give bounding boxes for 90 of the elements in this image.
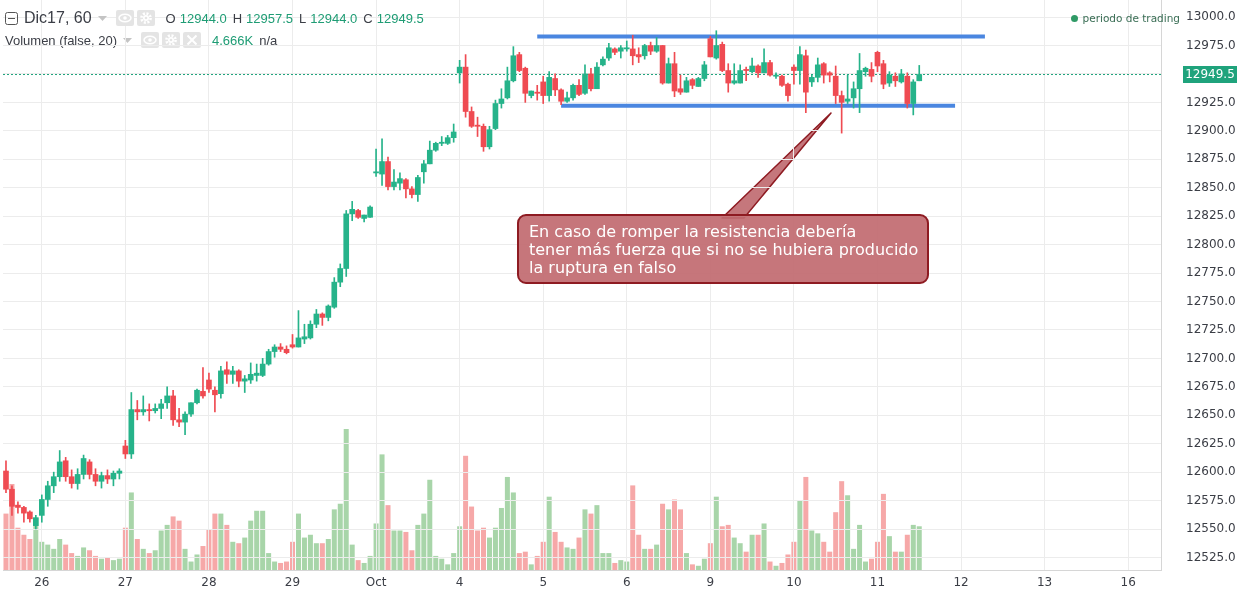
- bar: [236, 543, 242, 570]
- chart-title: Volumen (false, 20): [5, 32, 118, 48]
- bar: [713, 496, 719, 570]
- bar: [224, 524, 230, 570]
- bar: [98, 558, 104, 570]
- y-tick-label: 12775.0: [1186, 265, 1236, 280]
- y-tick-label: 12925.0: [1186, 94, 1236, 109]
- y-tick-label: 12825.0: [1186, 208, 1236, 223]
- x-tick-label: 16: [1120, 575, 1136, 590]
- x-tick-label: 11: [869, 575, 886, 590]
- bar: [528, 564, 534, 570]
- bar: [134, 538, 140, 570]
- candlestick: [349, 201, 356, 222]
- annotation: periodo de trading: [1082, 12, 1180, 24]
- bar: [767, 561, 773, 570]
- y-tick-label: 12700.0: [1186, 350, 1236, 365]
- y-tick-label: 12750.0: [1186, 293, 1236, 308]
- x-tick-label: 5: [539, 575, 548, 590]
- bar: [773, 565, 779, 570]
- bar: [319, 543, 325, 570]
- x-tick-label: 4: [455, 575, 464, 590]
- annotation: En caso de romper la resistencia debería tener más fuerza que si no se hubiera producido la ruptura en falso: [517, 214, 929, 284]
- candlestick: [146, 403, 153, 422]
- candlestick: [212, 386, 218, 413]
- bar: [218, 513, 224, 570]
- bar: [797, 500, 803, 570]
- bar: [892, 551, 898, 570]
- bar: [660, 503, 666, 570]
- candlestick: [224, 361, 230, 384]
- bar: [128, 492, 134, 570]
- candlestick: [200, 367, 206, 399]
- bar: [230, 541, 236, 570]
- bar: [743, 551, 749, 570]
- y-tick-label: 12975.0: [1186, 37, 1236, 52]
- text: O 12944.0 H 12957.5 L 12944.0 C 12949.5: [165, 10, 424, 26]
- y-tick-label: 12800.0: [1186, 236, 1236, 251]
- bar: [749, 534, 755, 570]
- y-tick-label: 12600.0: [1186, 464, 1236, 479]
- x-tick-label: 9: [706, 575, 715, 590]
- x-tick-label: Oct: [365, 575, 387, 590]
- y-tick-label: 12525.0: [1186, 549, 1236, 564]
- bar: [146, 553, 152, 570]
- y-tick-label: 12675.0: [1186, 378, 1236, 393]
- bar: [761, 523, 767, 570]
- bar: [612, 562, 618, 570]
- bar: [904, 534, 910, 570]
- bar: [546, 496, 552, 570]
- bar: [755, 534, 761, 570]
- x-tick-label: 29: [284, 575, 301, 590]
- x-tick-label: 13: [1036, 575, 1053, 590]
- candlestick: [140, 395, 147, 416]
- bar: [588, 513, 594, 570]
- candlestick: [773, 72, 779, 79]
- y-tick-label: 12625.0: [1186, 435, 1236, 450]
- y-tick-label: 12550.0: [1186, 521, 1236, 536]
- bar: [104, 557, 110, 570]
- y-tick-label: 13000.0: [1186, 9, 1236, 24]
- bar: [683, 553, 689, 570]
- bar: [582, 509, 588, 570]
- x-tick-label: 27: [117, 575, 134, 590]
- candlestick: [229, 366, 236, 384]
- chart-subtitle: 4.666K n/a: [212, 32, 278, 48]
- candlestick: [791, 64, 797, 85]
- ref-line-label: 12949.5: [1185, 67, 1235, 82]
- bar: [140, 548, 146, 570]
- x-tick-label: 28: [201, 575, 217, 590]
- candlestick: [743, 66, 749, 82]
- bar: [642, 548, 648, 570]
- candlestick: [134, 400, 141, 421]
- text: Dic17, 60: [24, 9, 92, 27]
- x-tick-label: 6: [622, 575, 631, 590]
- y-tick-label: 12650.0: [1186, 407, 1236, 422]
- y-tick-label: 12900.0: [1186, 122, 1236, 137]
- x-tick-label: 12: [953, 575, 969, 590]
- y-tick-label: 12725.0: [1186, 322, 1236, 337]
- bar: [654, 544, 660, 570]
- bar: [666, 509, 672, 570]
- bar: [898, 551, 904, 570]
- bar: [886, 536, 892, 570]
- y-tick-label: 12850.0: [1186, 179, 1236, 194]
- bar: [648, 548, 654, 570]
- y-tick-label: 12575.0: [1186, 492, 1236, 507]
- x-tick-label: 26: [34, 575, 50, 590]
- bar: [385, 505, 391, 570]
- bar: [576, 537, 582, 570]
- y-tick-label: 12875.0: [1186, 151, 1236, 166]
- bar: [355, 560, 361, 570]
- bar: [689, 564, 695, 570]
- bar: [803, 476, 809, 570]
- x-tick-label: 10: [786, 575, 802, 590]
